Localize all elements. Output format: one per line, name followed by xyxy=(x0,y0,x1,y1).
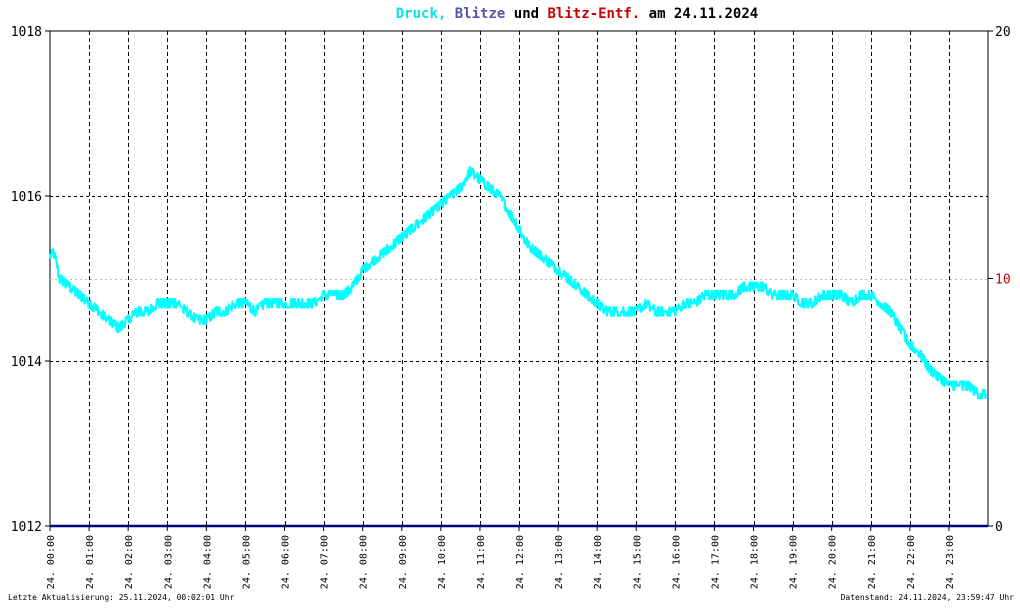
x-axis-tick-label: 24. 03:00 xyxy=(163,535,174,589)
right-axis-tick-label: 0 xyxy=(995,520,1003,535)
title-part: und xyxy=(505,6,547,22)
right-axis-tick-label: 20 xyxy=(995,25,1011,40)
x-axis-tick-label: 24. 04:00 xyxy=(202,535,213,589)
title-part xyxy=(446,6,454,22)
x-axis-tick-label: 24. 06:00 xyxy=(281,535,292,589)
x-axis-tick-label: 24. 15:00 xyxy=(632,535,643,589)
x-axis-tick-label: 24. 00:00 xyxy=(46,535,57,589)
x-axis-tick-label: 24. 16:00 xyxy=(671,535,682,589)
x-axis-tick-label: 24. 19:00 xyxy=(789,535,800,589)
x-axis-tick-label: 24. 08:00 xyxy=(359,535,370,589)
x-axis-tick-label: 24. 17:00 xyxy=(710,535,721,589)
left-axis-tick-label: 1012 xyxy=(11,520,42,535)
x-axis-tick-label: 24. 10:00 xyxy=(437,535,448,589)
x-axis-tick-label: 24. 09:00 xyxy=(398,535,409,589)
x-axis-tick-label: 24. 07:00 xyxy=(320,535,331,589)
last-update-text: Letzte Aktualisierung: 25.11.2024, 00:02… xyxy=(8,593,235,602)
x-axis-tick-label: 24. 22:00 xyxy=(906,535,917,589)
x-axis-tick-label: 24. 23:00 xyxy=(945,535,956,589)
title-part: Blitz-Entf. xyxy=(548,6,641,22)
x-axis-tick-label: 24. 13:00 xyxy=(554,535,565,589)
pressure-line xyxy=(48,166,988,400)
chart-title: Druck, Blitze und Blitz-Entf. am 24.11.2… xyxy=(396,6,758,22)
title-part: Druck, xyxy=(396,6,447,22)
x-axis-tick-label: 24. 18:00 xyxy=(750,535,761,589)
x-axis-tick-label: 24. 02:00 xyxy=(124,535,135,589)
x-axis-tick-label: 24. 11:00 xyxy=(476,535,487,589)
x-axis-tick-label: 24. 14:00 xyxy=(593,535,604,589)
left-axis-tick-label: 1014 xyxy=(11,355,42,370)
data-status-text: Datenstand: 24.11.2024, 23:59:47 Uhr xyxy=(840,593,1014,602)
x-axis-tick-label: 24. 20:00 xyxy=(828,535,839,589)
title-part: am 24.11.2024 xyxy=(640,6,758,22)
left-axis-tick-label: 1018 xyxy=(11,25,42,40)
left-axis-tick-label: 1016 xyxy=(11,190,42,205)
title-part: Blitze xyxy=(455,6,506,22)
x-axis-tick-label: 24. 21:00 xyxy=(867,535,878,589)
right-axis-tick-label: 10 xyxy=(995,273,1011,288)
x-axis-tick-label: 24. 05:00 xyxy=(241,535,252,589)
x-axis-tick-label: 24. 12:00 xyxy=(515,535,526,589)
x-axis-tick-label: 24. 01:00 xyxy=(85,535,96,589)
